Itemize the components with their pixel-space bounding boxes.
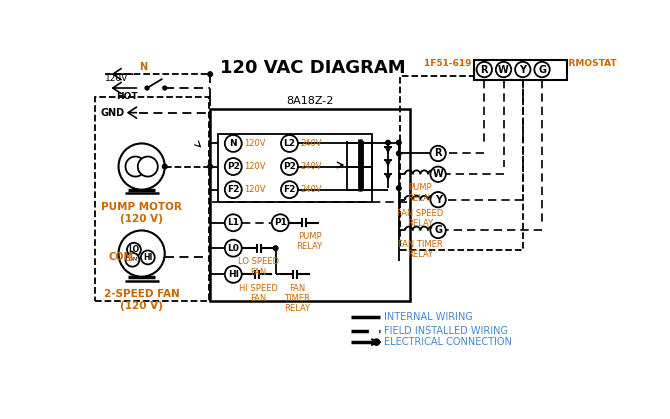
- Text: PUMP MOTOR
(120 V): PUMP MOTOR (120 V): [101, 202, 182, 224]
- Text: Y: Y: [519, 65, 527, 75]
- Text: LO SPEED
FAN: LO SPEED FAN: [238, 257, 279, 277]
- Circle shape: [225, 266, 242, 283]
- Circle shape: [162, 164, 167, 169]
- Circle shape: [397, 140, 401, 145]
- Text: INTERNAL WIRING: INTERNAL WIRING: [384, 313, 473, 323]
- Text: R: R: [434, 148, 442, 158]
- Text: R: R: [480, 65, 488, 75]
- Text: 120V: 120V: [244, 139, 265, 148]
- Text: 120V: 120V: [105, 75, 128, 83]
- Text: W: W: [498, 65, 509, 75]
- Circle shape: [225, 181, 242, 198]
- Text: W: W: [433, 169, 444, 179]
- Circle shape: [430, 146, 446, 161]
- Circle shape: [125, 157, 145, 176]
- Text: FAN TIMER
RELAY: FAN TIMER RELAY: [398, 240, 443, 259]
- Text: 120V: 120V: [244, 162, 265, 171]
- Circle shape: [386, 140, 391, 145]
- Text: HI SPEED
FAN: HI SPEED FAN: [239, 284, 278, 303]
- Circle shape: [430, 166, 446, 182]
- Text: FAN SPEED
RELAY: FAN SPEED RELAY: [397, 209, 444, 228]
- Circle shape: [127, 243, 141, 257]
- Text: HOT: HOT: [116, 92, 138, 101]
- Text: 240V: 240V: [300, 139, 322, 148]
- Text: P2: P2: [227, 162, 240, 171]
- Circle shape: [119, 230, 165, 277]
- Circle shape: [138, 157, 158, 176]
- Text: F2: F2: [283, 185, 295, 194]
- Circle shape: [281, 135, 298, 152]
- Text: PUMP
RELAY: PUMP RELAY: [407, 184, 433, 203]
- Circle shape: [163, 86, 167, 90]
- Circle shape: [430, 223, 446, 238]
- Text: 240V: 240V: [300, 185, 322, 194]
- Text: HI: HI: [143, 253, 153, 262]
- Bar: [210, 109, 410, 301]
- Circle shape: [225, 214, 242, 231]
- Text: LO: LO: [129, 245, 139, 254]
- Text: 120 VAC DIAGRAM: 120 VAC DIAGRAM: [220, 59, 405, 77]
- Bar: [399, 76, 523, 250]
- Circle shape: [119, 143, 165, 190]
- Circle shape: [281, 158, 298, 175]
- Text: 240V: 240V: [300, 162, 322, 171]
- Text: 2-SPEED FAN
(120 V): 2-SPEED FAN (120 V): [104, 289, 180, 310]
- Text: COM: COM: [126, 257, 139, 262]
- Text: ELECTRICAL CONNECTION: ELECTRICAL CONNECTION: [384, 337, 512, 347]
- Circle shape: [208, 72, 212, 76]
- Text: FAN
TIMER
RELAY: FAN TIMER RELAY: [284, 284, 310, 313]
- Text: HI: HI: [228, 270, 239, 279]
- Circle shape: [373, 339, 380, 345]
- Text: P2: P2: [283, 162, 296, 171]
- Text: L1: L1: [227, 218, 239, 227]
- Text: F2: F2: [227, 185, 239, 194]
- Circle shape: [515, 62, 531, 77]
- Circle shape: [225, 158, 242, 175]
- Text: G: G: [538, 65, 546, 75]
- Text: P1: P1: [274, 218, 287, 227]
- Text: COM: COM: [109, 252, 133, 262]
- Circle shape: [535, 62, 550, 77]
- Text: Y: Y: [435, 195, 442, 204]
- Text: L0: L0: [227, 244, 239, 253]
- Text: 1F51-619 or 1F51W-619 THERMOSTAT: 1F51-619 or 1F51W-619 THERMOSTAT: [424, 59, 617, 68]
- Text: L2: L2: [283, 139, 295, 148]
- Circle shape: [208, 164, 212, 169]
- Circle shape: [476, 62, 492, 77]
- Text: PUMP
RELAY: PUMP RELAY: [296, 232, 322, 251]
- Text: 120V: 120V: [244, 185, 265, 194]
- Circle shape: [145, 86, 149, 90]
- Circle shape: [496, 62, 511, 77]
- Text: 8A18Z-2: 8A18Z-2: [287, 96, 334, 106]
- Bar: [474, 59, 567, 80]
- Circle shape: [430, 192, 446, 207]
- Circle shape: [272, 214, 289, 231]
- Circle shape: [397, 186, 401, 190]
- Text: FIELD INSTALLED WIRING: FIELD INSTALLED WIRING: [384, 326, 508, 336]
- Text: GND: GND: [100, 108, 125, 118]
- Circle shape: [225, 240, 242, 257]
- Circle shape: [281, 181, 298, 198]
- Text: N: N: [139, 62, 147, 72]
- Circle shape: [141, 251, 155, 264]
- Circle shape: [397, 151, 401, 156]
- Bar: [218, 134, 372, 202]
- Circle shape: [125, 253, 139, 266]
- Text: G: G: [434, 225, 442, 235]
- Circle shape: [225, 135, 242, 152]
- Circle shape: [273, 246, 278, 251]
- Text: N: N: [229, 139, 237, 148]
- Bar: [94, 97, 208, 301]
